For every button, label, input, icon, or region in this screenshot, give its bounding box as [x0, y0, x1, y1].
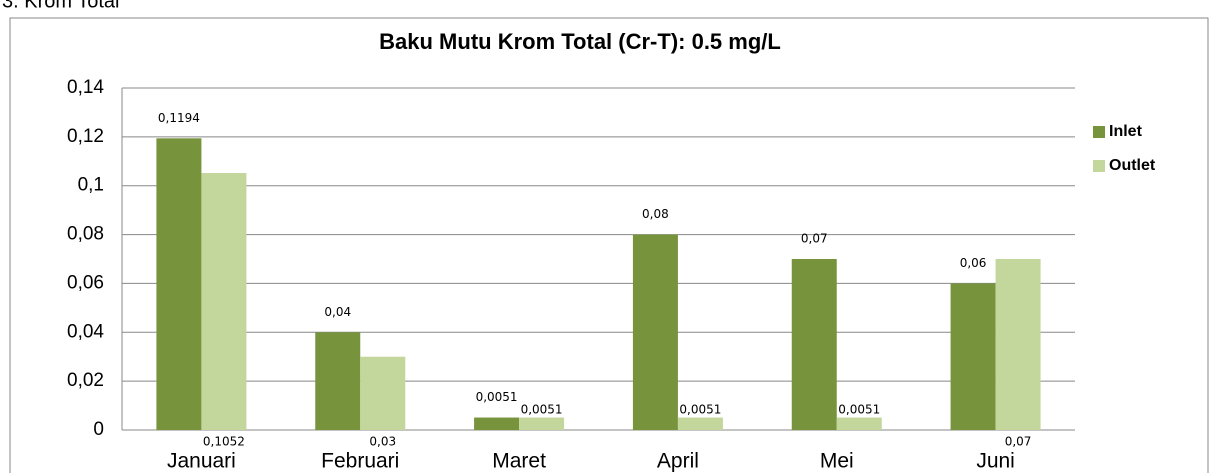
data-label: 0,07: [1005, 435, 1032, 449]
y-tick-label: 0: [93, 419, 104, 440]
bar: [836, 417, 882, 430]
bar: [474, 417, 520, 430]
heading: 3. Krom Total: [2, 0, 119, 12]
y-tick-label: 0,06: [67, 272, 104, 293]
bar: [201, 173, 247, 431]
data-label: 0,03: [369, 435, 396, 449]
y-tick-label: 0,02: [67, 370, 104, 391]
data-label: 0,1194: [158, 111, 200, 125]
data-label: 0,0051: [476, 390, 518, 404]
data-label: 0,0051: [838, 403, 880, 417]
bar: [156, 138, 202, 430]
bar: [791, 259, 837, 430]
data-label: 0,06: [960, 256, 987, 270]
x-tick-label: Januari: [167, 450, 236, 473]
bar: [519, 417, 565, 430]
data-label: 0,08: [642, 207, 669, 221]
bar: [677, 417, 723, 430]
legend-swatch: [1093, 160, 1105, 172]
legend-label: Inlet: [1109, 123, 1143, 140]
legend-label: Outlet: [1109, 157, 1156, 174]
x-tick-label: Februari: [321, 450, 399, 473]
bar: [315, 332, 361, 430]
y-tick-label: 0,12: [67, 126, 104, 147]
legend-swatch: [1093, 126, 1105, 138]
x-tick-label: Maret: [492, 450, 546, 473]
bar: [995, 259, 1041, 430]
data-label: 0,04: [324, 305, 351, 319]
y-tick-label: 0,08: [67, 224, 104, 245]
chart-title: Baku Mutu Krom Total (Cr-T): 0.5 mg/L: [379, 29, 781, 54]
bar: [360, 356, 406, 430]
bar: [632, 234, 678, 430]
data-label: 0,0051: [679, 403, 721, 417]
data-label: 0,07: [801, 232, 828, 246]
bar: [950, 283, 996, 430]
data-label: 0,0051: [521, 403, 563, 417]
x-tick-label: Juni: [976, 450, 1015, 473]
y-tick-label: 0,1: [78, 175, 104, 196]
y-tick-label: 0,04: [67, 321, 104, 342]
y-tick-label: 0,14: [67, 77, 104, 98]
chart-frame: [9, 17, 1209, 473]
x-tick-label: April: [657, 450, 699, 473]
x-tick-label: Mei: [820, 450, 854, 473]
data-label: 0,1052: [203, 435, 245, 449]
